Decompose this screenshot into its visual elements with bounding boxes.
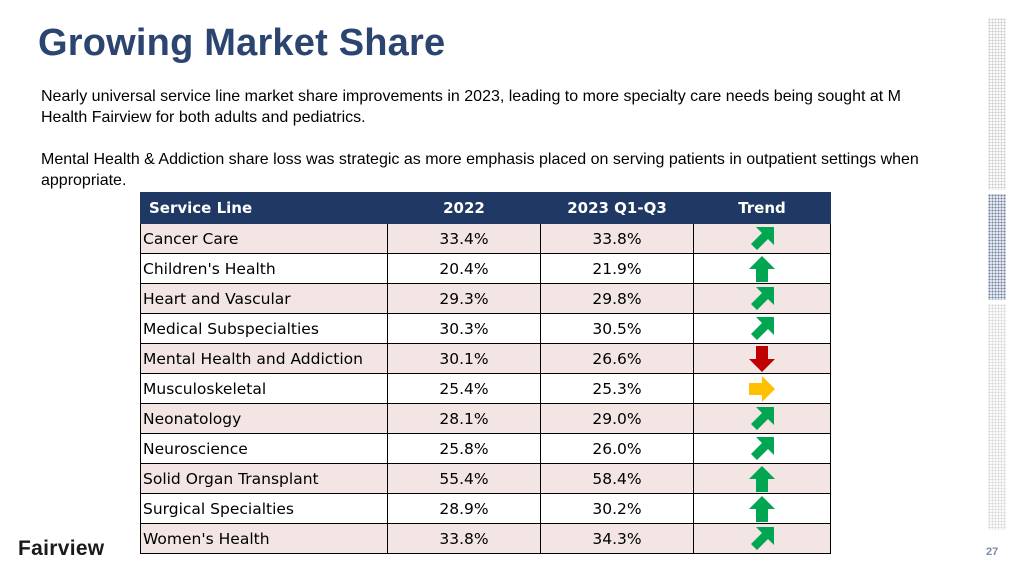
table-header-row: Service Line 2022 2023 Q1-Q3 Trend [140, 192, 831, 224]
up-right-arrow-icon [751, 316, 774, 340]
share-2023-cell: 29.0% [540, 403, 694, 434]
up-right-arrow-icon [751, 436, 774, 460]
trend-cell [693, 313, 831, 344]
decorative-dot-pattern [988, 194, 1006, 300]
down-arrow-icon [749, 345, 775, 372]
up-arrow-icon [749, 255, 775, 282]
fairview-logo: Fairview [18, 537, 105, 560]
share-2023-cell: 30.5% [540, 313, 694, 344]
page-number: 27 [986, 546, 999, 558]
right-arrow-icon [749, 375, 775, 402]
trend-cell [693, 343, 831, 374]
service-line-cell: Cancer Care [140, 223, 388, 254]
trend-cell [693, 223, 831, 254]
share-2023-cell: 29.8% [540, 283, 694, 314]
table-row: Medical Subspecialties 30.3% 30.5% [140, 313, 831, 344]
trend-cell [693, 433, 831, 464]
share-2023-cell: 26.0% [540, 433, 694, 464]
up-right-arrow-icon [751, 526, 774, 550]
up-right-arrow-icon [751, 286, 774, 310]
trend-cell [693, 523, 831, 554]
share-2023-cell: 21.9% [540, 253, 694, 284]
decorative-dot-pattern [988, 304, 1006, 530]
trend-cell [693, 283, 831, 314]
header-2022: 2022 [387, 192, 541, 224]
table-row: Neuroscience 25.8% 26.0% [140, 433, 831, 464]
share-2022-cell: 30.3% [387, 313, 541, 344]
decorative-dot-pattern [988, 18, 1006, 190]
header-2023: 2023 Q1-Q3 [540, 192, 694, 224]
share-2023-cell: 25.3% [540, 373, 694, 404]
up-arrow-icon [749, 465, 775, 492]
share-2023-cell: 30.2% [540, 493, 694, 524]
service-line-cell: Neuroscience [140, 433, 388, 464]
table-row: Women's Health 33.8% 34.3% [140, 523, 831, 554]
up-right-arrow-icon [751, 406, 774, 430]
share-2022-cell: 25.8% [387, 433, 541, 464]
table-row: Children's Health 20.4% 21.9% [140, 253, 831, 284]
service-line-cell: Women's Health [140, 523, 388, 554]
share-2022-cell: 25.4% [387, 373, 541, 404]
service-line-cell: Medical Subspecialties [140, 313, 388, 344]
share-2023-cell: 34.3% [540, 523, 694, 554]
service-line-cell: Neonatology [140, 403, 388, 434]
share-2023-cell: 58.4% [540, 463, 694, 494]
service-line-cell: Musculoskeletal [140, 373, 388, 404]
service-line-cell: Solid Organ Transplant [140, 463, 388, 494]
share-2022-cell: 33.8% [387, 523, 541, 554]
trend-cell [693, 373, 831, 404]
table-row: Cancer Care 33.4% 33.8% [140, 223, 831, 254]
table-row: Mental Health and Addiction 30.1% 26.6% [140, 343, 831, 374]
service-line-cell: Children's Health [140, 253, 388, 284]
trend-cell [693, 403, 831, 434]
trend-cell [693, 253, 831, 284]
header-trend: Trend [693, 192, 831, 224]
up-right-arrow-icon [751, 226, 774, 250]
share-2022-cell: 28.1% [387, 403, 541, 434]
market-share-table: Service Line 2022 2023 Q1-Q3 Trend Cance… [140, 192, 831, 554]
table-row: Neonatology 28.1% 29.0% [140, 403, 831, 434]
share-2022-cell: 28.9% [387, 493, 541, 524]
header-service-line: Service Line [140, 192, 388, 224]
share-2022-cell: 55.4% [387, 463, 541, 494]
table-row: Solid Organ Transplant 55.4% 58.4% [140, 463, 831, 494]
page-title: Growing Market Share [38, 22, 446, 64]
table-row: Musculoskeletal 25.4% 25.3% [140, 373, 831, 404]
service-line-cell: Surgical Specialties [140, 493, 388, 524]
share-2023-cell: 26.6% [540, 343, 694, 374]
service-line-cell: Heart and Vascular [140, 283, 388, 314]
share-2023-cell: 33.8% [540, 223, 694, 254]
table-row: Surgical Specialties 28.9% 30.2% [140, 493, 831, 524]
up-arrow-icon [749, 495, 775, 522]
trend-cell [693, 493, 831, 524]
intro-paragraph: Nearly universal service line market sha… [41, 88, 901, 126]
service-line-cell: Mental Health and Addiction [140, 343, 388, 374]
share-2022-cell: 30.1% [387, 343, 541, 374]
share-2022-cell: 33.4% [387, 223, 541, 254]
share-2022-cell: 20.4% [387, 253, 541, 284]
note-paragraph: Mental Health & Addiction share loss was… [41, 151, 919, 189]
share-2022-cell: 29.3% [387, 283, 541, 314]
table-row: Heart and Vascular 29.3% 29.8% [140, 283, 831, 314]
trend-cell [693, 463, 831, 494]
